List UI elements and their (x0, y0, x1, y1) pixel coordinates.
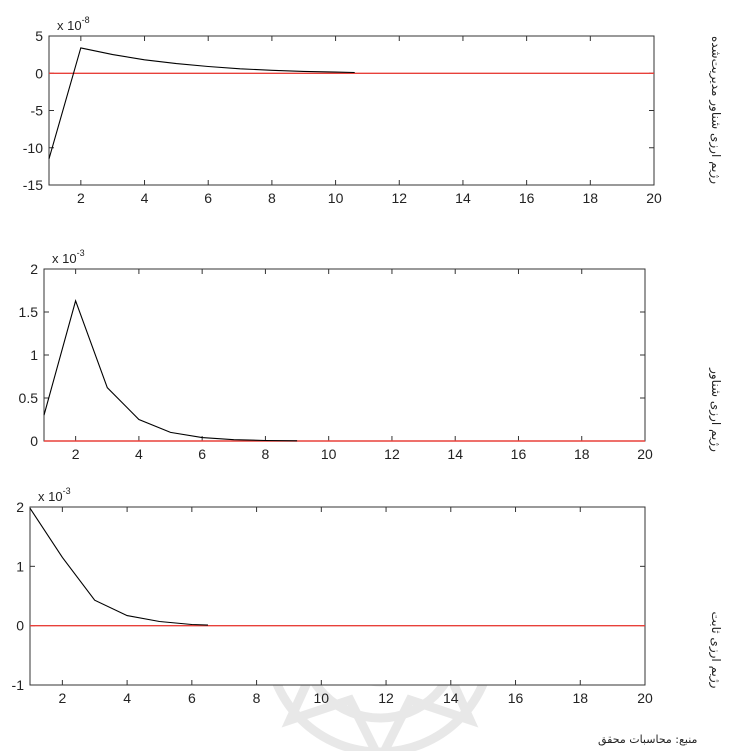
chart-side-label: رژیم ارزی شناور (708, 367, 723, 452)
plot-area (48, 35, 655, 186)
chart-float: 2 4 6 8 10 12 14 16 18 20 2 1.5 1 0.5 0 x 10-3 رژیم ارزی… (19, 248, 723, 462)
x-tick-label: 8 (268, 190, 276, 206)
chart-side-label: رژیم ارزی شناور مدیریت‌شده (708, 36, 723, 184)
y-tick-label: 1.5 (19, 304, 39, 320)
y-tick-label: 1 (16, 558, 24, 574)
x-tick-label: 16 (511, 446, 527, 462)
exponent-base: x 10 (38, 489, 63, 504)
x-tick-label: 18 (574, 446, 590, 462)
exponent-base: x 10 (57, 18, 82, 33)
x-tick-label: 20 (637, 690, 653, 706)
x-tick-label: 12 (391, 190, 407, 206)
y-tick-label: -10 (23, 140, 43, 156)
exponent-power: -3 (63, 486, 71, 496)
x-tick-label: 10 (314, 690, 330, 706)
x-tick-label: 2 (58, 690, 66, 706)
y-tick-label: 0 (16, 618, 24, 634)
x-tick-label: 4 (141, 190, 149, 206)
impulse-response-line (48, 47, 355, 160)
x-tick-label: 6 (204, 190, 212, 206)
y-tick-label: -1 (12, 677, 25, 693)
x-tick-label: 18 (583, 190, 599, 206)
x-tick-label: 6 (198, 446, 206, 462)
y-tick-label: 1 (30, 347, 38, 363)
x-tick-label: 6 (188, 690, 196, 706)
x-tick-label: 18 (572, 690, 588, 706)
y-tick-label: 0 (30, 433, 38, 449)
axis-exponent-label: x 10-8 (57, 15, 90, 33)
plot-area (29, 506, 646, 686)
chart-managed-float: 2 4 6 8 10 12 14 16 18 20 5 0 -5 -10 -15 x 10-8 رژیم ارز… (23, 15, 723, 206)
y-tick-label: 0.5 (19, 390, 39, 406)
y-tick-label: -15 (23, 177, 43, 193)
axis-exponent-label: x 10-3 (38, 486, 71, 504)
x-tick-label: 10 (321, 446, 337, 462)
plot-area (43, 268, 646, 442)
x-tick-label: 4 (135, 446, 143, 462)
x-tick-label: 2 (72, 446, 80, 462)
impulse-response-line (43, 298, 298, 442)
impulse-response-line (29, 507, 209, 626)
x-tick-label: 20 (646, 190, 662, 206)
x-tick-label: 4 (123, 690, 131, 706)
x-tick-label: 12 (378, 690, 394, 706)
exponent-power: -8 (82, 15, 90, 25)
x-tick-label: 2 (77, 190, 85, 206)
chart-side-label: رژیم ارزی ثابت (708, 612, 723, 689)
y-tick-label: 5 (35, 28, 43, 44)
exponent-base: x 10 (52, 251, 77, 266)
source-note: منبع: محاسبات محقق (598, 733, 698, 746)
x-tick-label: 14 (447, 446, 463, 462)
x-tick-label: 14 (443, 690, 459, 706)
y-tick-label: 2 (16, 499, 24, 515)
axis-exponent-label: x 10-3 (52, 248, 85, 266)
exponent-power: -3 (77, 248, 85, 258)
x-tick-label: 14 (455, 190, 471, 206)
y-tick-label: 2 (30, 261, 38, 277)
y-tick-label: -5 (31, 103, 44, 119)
y-tick-label: 0 (35, 65, 43, 81)
x-tick-label: 16 (519, 190, 535, 206)
x-tick-label: 12 (384, 446, 400, 462)
x-tick-label: 10 (328, 190, 344, 206)
x-tick-label: 8 (262, 446, 270, 462)
x-tick-label: 20 (637, 446, 653, 462)
x-tick-label: 16 (508, 690, 524, 706)
x-tick-label: 8 (253, 690, 261, 706)
